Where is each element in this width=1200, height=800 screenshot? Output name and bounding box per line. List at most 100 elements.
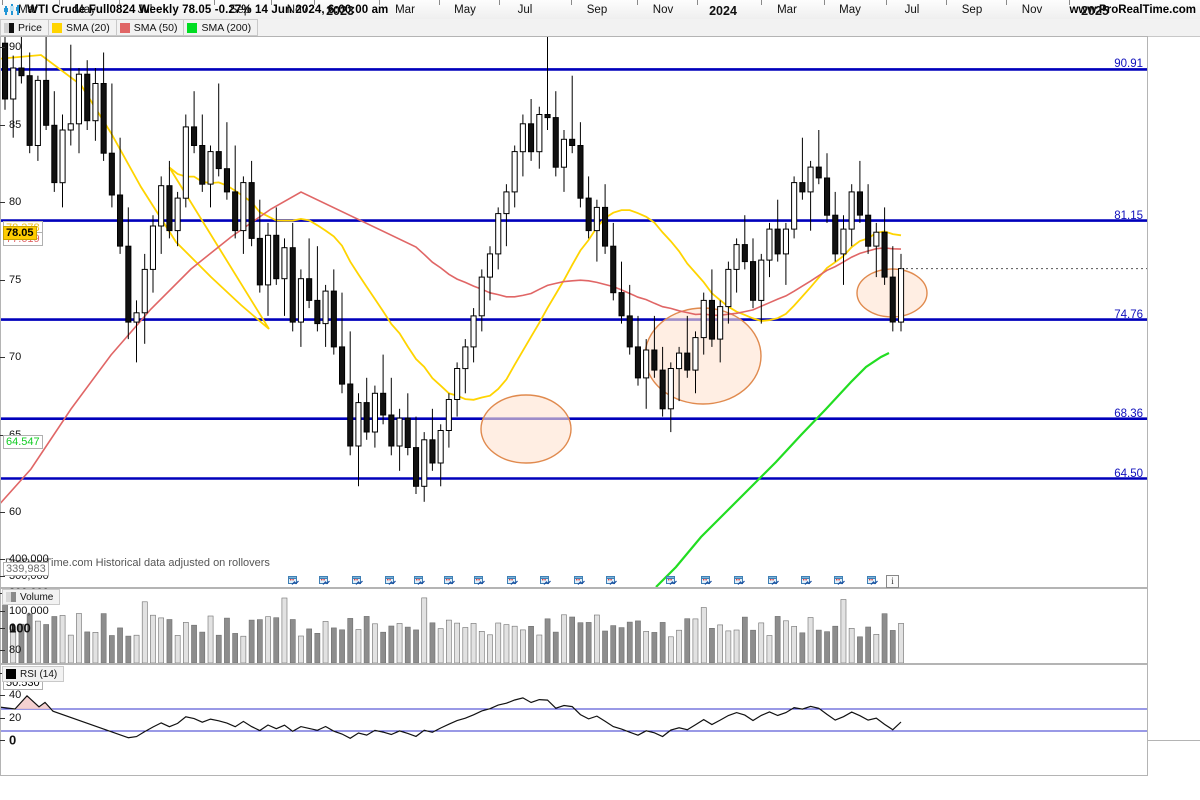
legend-item-sma20[interactable]: SMA (20) bbox=[47, 19, 117, 36]
candle-body bbox=[626, 315, 633, 348]
candle-body bbox=[380, 392, 387, 416]
candle-body bbox=[708, 299, 716, 340]
volume-bar bbox=[552, 631, 559, 663]
candle-body bbox=[273, 234, 280, 280]
volume-bar bbox=[34, 620, 41, 663]
time-axis-label: Nov bbox=[1021, 4, 1043, 16]
volume-bar bbox=[421, 597, 428, 663]
calendar-event-icon[interactable] bbox=[867, 575, 878, 586]
calendar-event-icon[interactable] bbox=[834, 575, 845, 586]
volume-pane-label[interactable]: Volume bbox=[2, 589, 61, 605]
volume-bar bbox=[487, 634, 493, 663]
calendar-event-icon[interactable] bbox=[385, 575, 396, 586]
volume-bar bbox=[733, 629, 740, 663]
calendar-event-icon[interactable] bbox=[666, 575, 677, 586]
volume-bar bbox=[873, 633, 880, 663]
candle-body bbox=[560, 138, 568, 168]
candle-body bbox=[544, 114, 551, 119]
candle-body bbox=[873, 231, 880, 247]
calendar-event-icon[interactable] bbox=[288, 575, 299, 586]
candle-body bbox=[396, 417, 403, 447]
calendar-event-icon[interactable] bbox=[319, 575, 330, 586]
legend-item-price[interactable]: Price bbox=[0, 19, 49, 36]
volume-bar bbox=[273, 617, 280, 663]
volume-bar bbox=[380, 631, 387, 663]
volume-bar bbox=[865, 626, 871, 663]
volume-bar bbox=[470, 623, 477, 663]
volume-bar bbox=[339, 629, 345, 663]
brand-link[interactable]: www.ProRealTime.com bbox=[1069, 3, 1196, 16]
calendar-event-icon[interactable] bbox=[474, 575, 485, 586]
calendar-event-icon[interactable] bbox=[574, 575, 585, 586]
price-chart-pane[interactable]: ProRealTime.com Historical data adjusted… bbox=[0, 36, 1148, 588]
volume-bar bbox=[692, 618, 699, 663]
volume-bar bbox=[207, 615, 214, 663]
candle-body bbox=[34, 79, 41, 146]
candle-body bbox=[2, 42, 9, 100]
candle-body bbox=[67, 123, 74, 131]
calendar-event-icon[interactable] bbox=[540, 575, 551, 586]
volume-bar bbox=[462, 627, 469, 663]
candle-body bbox=[306, 278, 313, 301]
legend-item-sma200[interactable]: SMA (200) bbox=[183, 19, 259, 36]
volume-bar bbox=[832, 625, 839, 663]
rsi-pane[interactable] bbox=[0, 664, 1148, 776]
time-axis-label: May bbox=[454, 4, 476, 16]
volume-bar bbox=[265, 616, 271, 663]
candle-body bbox=[856, 191, 864, 216]
candle-body bbox=[363, 402, 370, 433]
candle-body bbox=[75, 73, 83, 125]
calendar-event-icon[interactable] bbox=[701, 575, 712, 586]
volume-bar bbox=[355, 629, 362, 663]
volume-bar bbox=[602, 630, 608, 663]
candle-body bbox=[536, 114, 543, 153]
volume-bar bbox=[569, 616, 575, 663]
volume-bar bbox=[889, 630, 896, 663]
calendar-event-icon[interactable] bbox=[507, 575, 518, 586]
volume-bar bbox=[881, 613, 888, 663]
volume-bar bbox=[676, 629, 682, 663]
volume-tick-mark bbox=[0, 610, 5, 612]
volume-bar bbox=[561, 614, 567, 663]
legend-item-sma50[interactable]: SMA (50) bbox=[115, 19, 185, 36]
candle-body bbox=[840, 228, 847, 255]
candle-body bbox=[602, 206, 609, 247]
time-axis-label: May bbox=[74, 4, 96, 16]
candle-body bbox=[347, 383, 354, 447]
time-axis-label: 2025 bbox=[1081, 4, 1109, 18]
candle-body bbox=[667, 368, 674, 410]
candle-body bbox=[519, 123, 526, 153]
calendar-event-icon[interactable] bbox=[768, 575, 779, 586]
candle-body bbox=[503, 191, 510, 215]
candle-body bbox=[322, 290, 329, 325]
time-axis-tick bbox=[1006, 0, 1007, 5]
time-axis-label: Sep bbox=[961, 4, 983, 16]
sma200-swatch-icon bbox=[187, 22, 198, 33]
price-tick-mark bbox=[0, 202, 5, 204]
candle-body bbox=[207, 151, 214, 185]
info-icon[interactable]: i bbox=[886, 575, 899, 588]
rsi-pane-label[interactable]: RSI (14) bbox=[2, 666, 65, 682]
candle-body bbox=[191, 126, 198, 147]
volume-bar bbox=[199, 631, 206, 663]
time-axis-label: 2023 bbox=[326, 4, 354, 18]
candle-body bbox=[141, 268, 148, 314]
volume-pane[interactable] bbox=[0, 588, 1148, 664]
candle-body bbox=[240, 182, 247, 232]
volume-bar bbox=[725, 630, 732, 663]
candle-body bbox=[692, 337, 699, 371]
candle-body bbox=[281, 247, 288, 280]
rsi-tick: 40 bbox=[9, 689, 22, 702]
candle-body bbox=[232, 191, 239, 232]
calendar-event-icon[interactable] bbox=[352, 575, 363, 586]
sma20-swatch-icon bbox=[51, 22, 62, 33]
volume-bar bbox=[544, 618, 551, 663]
time-axis-label: Sep bbox=[586, 4, 608, 16]
volume-bar bbox=[191, 624, 197, 663]
calendar-event-icon[interactable] bbox=[414, 575, 425, 586]
calendar-event-icon[interactable] bbox=[444, 575, 455, 586]
calendar-event-icon[interactable] bbox=[606, 575, 617, 586]
calendar-event-icon[interactable] bbox=[734, 575, 745, 586]
calendar-event-icon[interactable] bbox=[801, 575, 812, 586]
price-tick-mark bbox=[0, 512, 5, 514]
